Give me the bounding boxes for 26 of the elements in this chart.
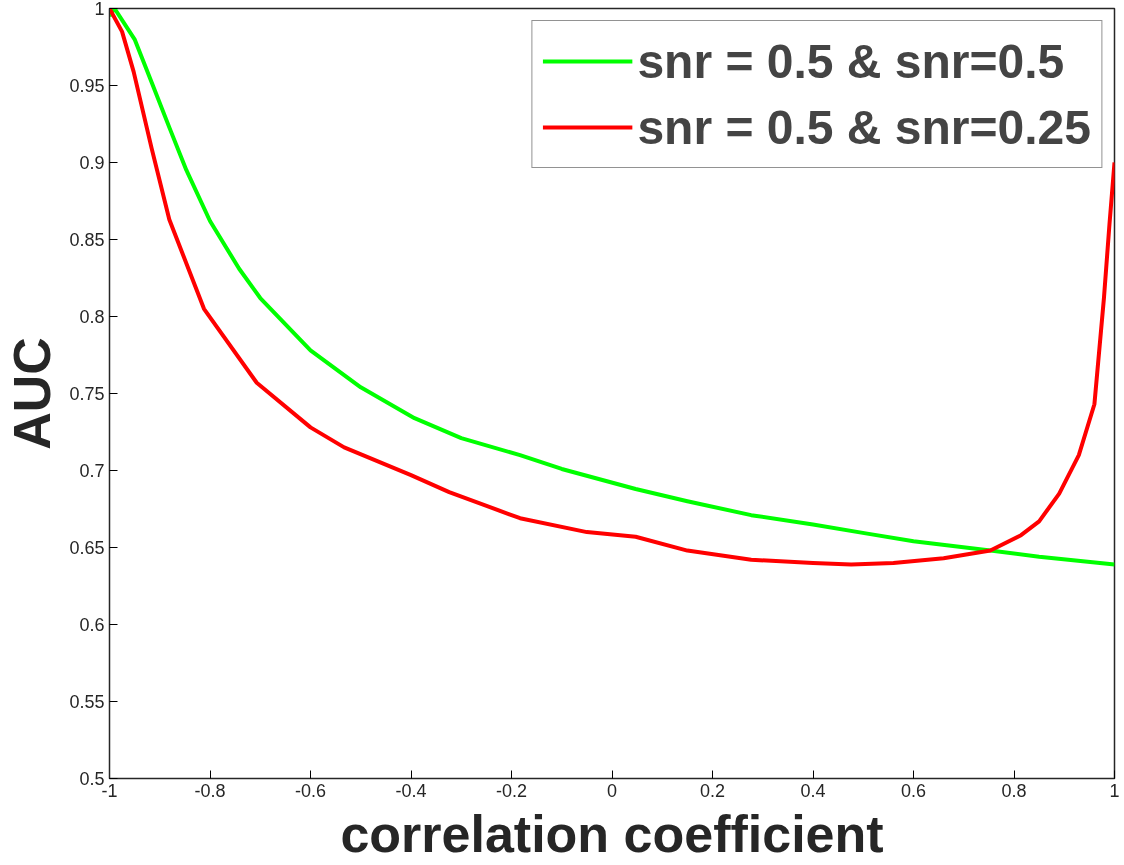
legend-label: snr = 0.5 & snr=0.25 — [637, 99, 1091, 156]
x-tick-label: -0.8 — [194, 780, 226, 801]
y-tick-label: 0.95 — [69, 76, 105, 96]
y-axis-title: AUC — [3, 337, 62, 450]
x-tick-label: 0 — [606, 780, 618, 801]
x-tick-label: -0.4 — [395, 780, 427, 801]
x-axis-title: correlation coefficient — [340, 804, 884, 863]
y-tick-label: 0.85 — [69, 230, 105, 250]
x-tick-label: 1 — [1109, 780, 1120, 801]
x-tick-label: 0.6 — [900, 780, 927, 801]
y-tick-label: 0.9 — [79, 153, 105, 173]
y-tick-label: 0.5 — [79, 769, 105, 789]
line-series — [109, 8, 1115, 567]
legend-label: snr = 0.5 & snr=0.5 — [637, 33, 1065, 90]
x-tick-label: 0.8 — [1001, 780, 1027, 801]
y-tick-label: 1 — [94, 0, 105, 19]
y-tick-label: 0.8 — [79, 307, 105, 327]
y-tick-label: 0.6 — [79, 615, 105, 635]
x-tick-label: 0.4 — [800, 780, 826, 801]
y-tick-label: 0.55 — [69, 692, 105, 712]
y-tick-label: 0.65 — [69, 538, 105, 558]
x-tick-label: 0.2 — [699, 780, 726, 801]
x-tick-label: -0.2 — [495, 780, 528, 801]
y-tick-label: 0.75 — [69, 384, 105, 404]
y-tick-label: 0.7 — [79, 461, 105, 481]
x-tick-label: -0.6 — [294, 780, 327, 801]
